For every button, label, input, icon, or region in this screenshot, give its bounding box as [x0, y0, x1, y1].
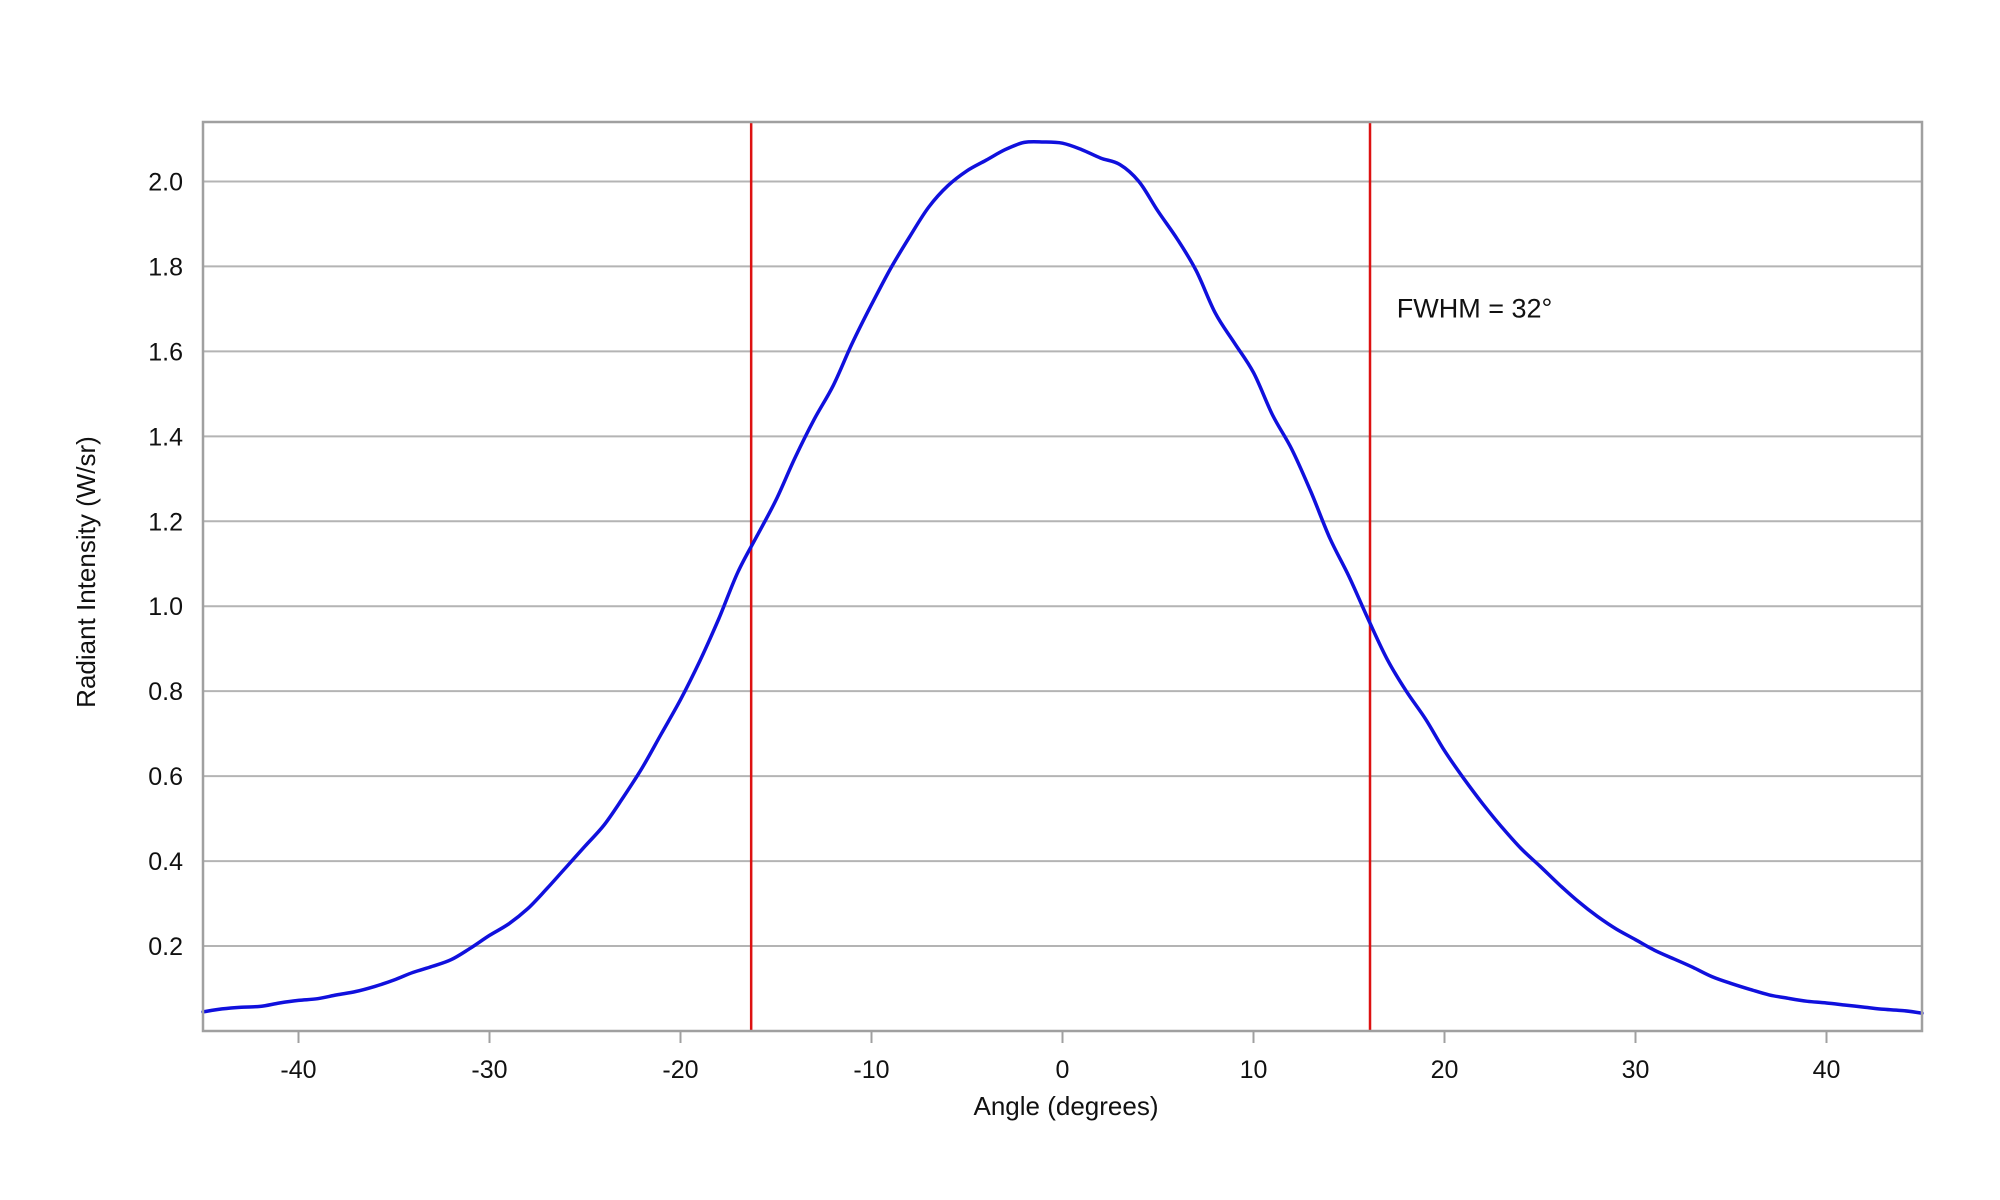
x-tick-label: -40 — [280, 1056, 316, 1084]
intensity-curve — [201, 139, 1924, 1015]
y-tick-label: 1.2 — [148, 508, 183, 536]
x-tick-label: -20 — [662, 1056, 698, 1084]
x-tick-label: 40 — [1813, 1056, 1841, 1084]
y-tick-label: 0.4 — [148, 848, 183, 876]
fwhm-annotation: FWHM = 32° — [1397, 293, 1553, 323]
y-tick-label: 1.4 — [148, 423, 183, 451]
gridlines — [203, 180, 1922, 948]
y-tick-label: 1.0 — [148, 593, 183, 621]
y-tick-label: 1.8 — [148, 253, 183, 281]
y-tick-label: 2.0 — [148, 168, 183, 196]
plot-frame — [201, 120, 1924, 1033]
x-tick-label: -10 — [853, 1056, 889, 1084]
annotations: FWHM = 32° — [1397, 293, 1553, 323]
y-tick-label: 0.8 — [148, 678, 183, 706]
x-tick-label: -30 — [471, 1056, 507, 1084]
y-axis-title: Radiant Intensity (W/sr) — [71, 436, 101, 708]
x-axis-title: Angle (degrees) — [974, 1091, 1159, 1121]
fwhm-markers — [749, 122, 1372, 1031]
series-lines — [201, 139, 1924, 1015]
x-axis-ticks: -40 -30 -20 -10 0 10 20 30 40 — [280, 1031, 1840, 1084]
y-tick-label: 1.6 — [148, 338, 183, 366]
x-tick-label: 10 — [1240, 1056, 1268, 1084]
x-tick-label: 0 — [1056, 1056, 1070, 1084]
y-tick-label: 0.6 — [148, 763, 183, 791]
y-tick-label: 0.2 — [148, 933, 183, 961]
x-tick-label: 20 — [1431, 1056, 1459, 1084]
y-axis-ticks: 0.2 0.4 0.6 0.8 1.0 1.2 1.4 1.6 1.8 2.0 — [148, 168, 183, 961]
x-tick-label: 30 — [1622, 1056, 1650, 1084]
